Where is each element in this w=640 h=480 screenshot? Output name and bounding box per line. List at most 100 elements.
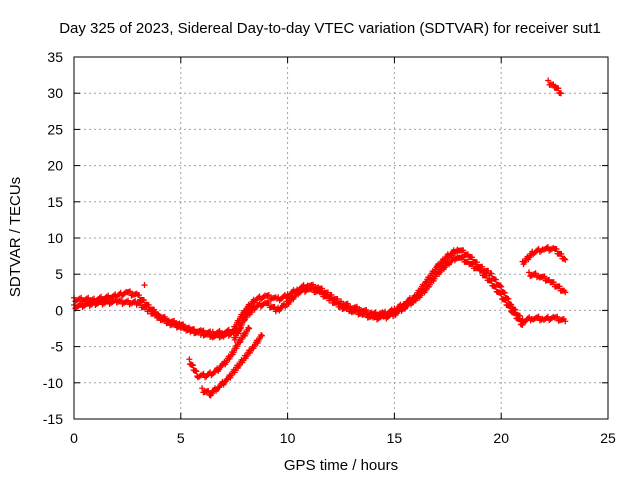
y-tick-label: 25	[47, 121, 63, 137]
y-axis-label: SDTVAR / TECUs	[7, 177, 24, 297]
data-point	[555, 85, 562, 92]
y-tick-label: 30	[47, 85, 63, 101]
x-tick-label: 20	[493, 430, 509, 446]
data-point	[497, 289, 504, 296]
data-point	[141, 282, 148, 289]
data-point	[136, 292, 143, 299]
x-tick-label: 0	[70, 430, 78, 446]
data-point	[535, 313, 542, 320]
data-point	[146, 306, 153, 313]
series-outlier	[141, 282, 148, 289]
data-point	[562, 256, 569, 263]
data-points	[71, 77, 569, 399]
data-point	[498, 283, 505, 290]
series-track-8	[519, 244, 569, 268]
data-point	[558, 250, 565, 257]
data-point	[550, 279, 557, 286]
y-tick-label: -10	[43, 375, 63, 391]
data-point	[156, 312, 163, 319]
data-point	[544, 244, 551, 251]
x-tick-label: 15	[387, 430, 403, 446]
data-point	[186, 356, 193, 363]
series-track-6	[186, 324, 253, 381]
data-point	[512, 310, 519, 317]
y-tick-label: 20	[47, 158, 63, 174]
data-point	[265, 299, 272, 306]
data-point	[371, 313, 378, 320]
data-point	[200, 370, 207, 377]
data-point	[543, 244, 550, 251]
data-point	[172, 320, 179, 327]
data-point	[469, 260, 476, 267]
data-point	[199, 385, 206, 392]
data-point	[162, 316, 169, 323]
data-point	[354, 307, 361, 314]
data-point	[531, 271, 538, 278]
data-point	[189, 362, 196, 369]
y-axis-ticks: -15 -10 -5 0 5 10 15 20 25 30 35	[43, 49, 608, 427]
data-point	[469, 254, 476, 261]
data-point	[281, 292, 288, 299]
data-point	[388, 310, 395, 317]
data-point	[478, 267, 485, 274]
data-point	[246, 325, 253, 332]
data-point	[498, 291, 505, 298]
data-point	[319, 289, 326, 296]
data-point	[199, 328, 206, 335]
data-point	[532, 270, 539, 277]
data-point	[127, 288, 134, 295]
x-tick-label: 5	[177, 430, 185, 446]
y-tick-label: 10	[47, 230, 63, 246]
data-point	[550, 81, 557, 88]
data-point	[488, 277, 495, 284]
data-point	[152, 310, 159, 317]
x-tick-label: 25	[600, 430, 616, 446]
data-point	[344, 304, 351, 311]
data-point	[553, 246, 560, 253]
chart-title: Day 325 of 2023, Sidereal Day-to-day VTE…	[59, 20, 601, 37]
series-track-5	[519, 313, 569, 326]
data-point	[334, 299, 341, 306]
series-track-7	[199, 332, 265, 399]
data-point	[125, 297, 132, 304]
data-point	[497, 282, 504, 289]
y-tick-label: -15	[43, 411, 63, 427]
data-point	[556, 283, 563, 290]
data-point	[363, 310, 370, 317]
data-point	[502, 297, 509, 304]
data-point	[309, 285, 316, 292]
data-point	[258, 332, 265, 339]
data-point	[181, 323, 188, 330]
data-point	[78, 294, 85, 301]
data-point	[228, 328, 235, 335]
data-point	[372, 312, 379, 319]
data-point	[189, 326, 196, 333]
data-point	[562, 289, 569, 296]
grid-lines	[74, 57, 608, 419]
data-point	[117, 297, 124, 304]
x-axis-ticks: 0 5 10 15 20 25	[70, 57, 616, 446]
data-point	[492, 276, 499, 283]
series-track-2	[71, 297, 238, 339]
data-point	[193, 368, 200, 375]
data-point	[328, 295, 335, 302]
data-point	[140, 297, 147, 304]
data-point	[488, 270, 495, 277]
data-point	[338, 301, 344, 308]
x-axis-label: GPS time / hours	[284, 457, 398, 474]
data-point	[483, 272, 490, 279]
x-tick-label: 10	[280, 430, 296, 446]
data-point	[561, 255, 568, 262]
y-tick-label: 5	[55, 266, 63, 282]
data-point	[473, 259, 480, 266]
data-point	[245, 324, 252, 331]
data-point	[554, 313, 561, 320]
data-point	[205, 387, 212, 394]
data-point	[265, 292, 272, 299]
series-track-10	[545, 77, 565, 97]
data-point	[492, 283, 499, 290]
series-track-4	[231, 253, 526, 343]
data-point	[507, 303, 514, 310]
